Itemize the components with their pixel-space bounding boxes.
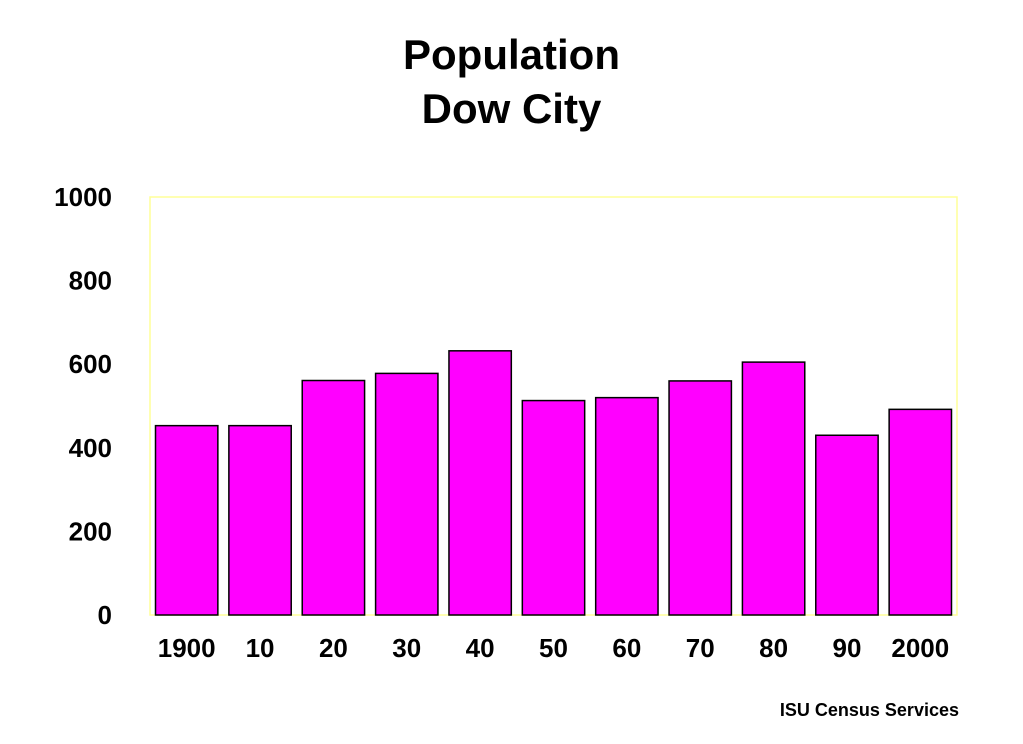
bar-70 bbox=[668, 380, 733, 616]
y-tick-label: 0 bbox=[98, 600, 112, 630]
x-tick-label: 40 bbox=[466, 633, 495, 663]
y-tick-label: 1000 bbox=[54, 182, 112, 212]
bar-50 bbox=[521, 399, 586, 616]
y-tick-label: 200 bbox=[69, 516, 112, 546]
x-tick-label: 90 bbox=[832, 633, 861, 663]
x-tick-label: 60 bbox=[612, 633, 641, 663]
x-tick-label: 30 bbox=[392, 633, 421, 663]
x-axis-ticks: 1900 10 20 30 40 50 60 70 80 90 2000 bbox=[158, 633, 949, 663]
y-axis-ticks: 0 200 400 600 800 1000 bbox=[54, 182, 112, 630]
x-tick-label: 70 bbox=[686, 633, 715, 663]
y-tick-label: 600 bbox=[69, 349, 112, 379]
chart-title: Population Dow City bbox=[0, 28, 1023, 136]
x-tick-label: 10 bbox=[246, 633, 275, 663]
bars bbox=[154, 350, 953, 616]
y-tick-label: 800 bbox=[69, 266, 112, 296]
x-tick-label: 2000 bbox=[891, 633, 949, 663]
x-tick-label: 50 bbox=[539, 633, 568, 663]
x-tick-label: 20 bbox=[319, 633, 348, 663]
chart-title-line-2: Dow City bbox=[421, 85, 602, 132]
bar-1900 bbox=[154, 424, 219, 616]
x-tick-label: 1900 bbox=[158, 633, 216, 663]
bar-2000 bbox=[888, 408, 953, 616]
bar-20 bbox=[301, 379, 366, 616]
chart-title-line-1: Population bbox=[403, 31, 620, 78]
bar-30 bbox=[374, 372, 439, 616]
source-credit: ISU Census Services bbox=[779, 700, 959, 720]
bar-60 bbox=[594, 396, 659, 616]
x-tick-label: 80 bbox=[759, 633, 788, 663]
y-tick-label: 400 bbox=[69, 433, 112, 463]
bar-90 bbox=[815, 434, 879, 616]
bar-80 bbox=[741, 361, 806, 616]
bar-40 bbox=[448, 350, 513, 616]
bar-10 bbox=[228, 424, 292, 616]
